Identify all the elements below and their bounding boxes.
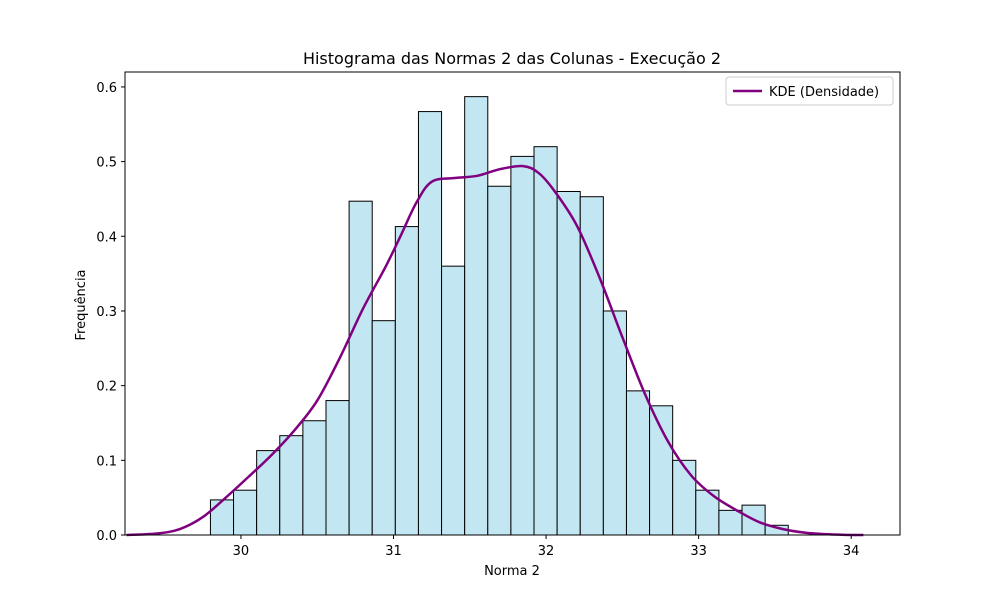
plot-frame — [124, 71, 901, 536]
x-tick-label-2: 32 — [538, 544, 555, 559]
histogram-bar-18 — [625, 390, 651, 536]
histogram-bars — [209, 96, 789, 536]
y-axis-ticks: 0.0 0.1 0.2 0.3 0.4 0.5 0.6 — [96, 81, 125, 544]
legend: KDE (Densidade) — [725, 76, 894, 106]
histogram-bar-0 — [209, 499, 235, 536]
histogram-bar-2 — [256, 450, 281, 536]
x-tick-label-1: 31 — [385, 544, 402, 559]
histogram-bar-20 — [672, 459, 697, 536]
histogram-bar-4 — [302, 420, 327, 536]
histogram-bar-5 — [325, 400, 350, 536]
histogram-bar-1 — [233, 489, 258, 536]
histogram-bar-9 — [417, 111, 443, 536]
x-axis-label: Norma 2 — [484, 564, 540, 579]
y-tick-label-6: 0.6 — [96, 81, 117, 96]
histogram-bar-10 — [441, 265, 466, 536]
x-tick-label-4: 34 — [843, 544, 860, 559]
histogram-bar-6 — [348, 200, 373, 536]
x-tick-label-0: 30 — [233, 544, 250, 559]
y-tick-label-0: 0.0 — [96, 529, 117, 544]
legend-box — [725, 76, 894, 106]
histogram-bar-19 — [649, 405, 674, 536]
histogram-bar-13 — [510, 155, 535, 536]
y-tick-label-3: 0.3 — [96, 305, 117, 320]
legend-kde-label: KDE (Densidade) — [769, 85, 879, 100]
histogram-bar-22 — [718, 509, 743, 536]
x-tick-label-3: 33 — [690, 544, 707, 559]
histogram-bar-3 — [279, 435, 304, 536]
y-tick-label-1: 0.1 — [96, 454, 117, 469]
y-axis-label: Frequência — [74, 269, 89, 340]
y-tick-label-5: 0.5 — [96, 156, 117, 171]
histogram-bar-7 — [371, 320, 396, 536]
kde-line-0 — [126, 164, 864, 537]
histogram-bar-8 — [394, 226, 419, 536]
y-tick-label-4: 0.4 — [96, 230, 117, 245]
histogram-bar-15 — [556, 190, 581, 536]
histogram-bar-16 — [579, 196, 604, 536]
chart-title: Histograma das Normas 2 das Colunas - Ex… — [303, 49, 721, 68]
histogram-bar-11 — [464, 96, 489, 536]
kde-layer — [126, 164, 864, 537]
histogram-bar-14 — [533, 146, 558, 536]
x-axis-ticks: 30 31 32 33 34 — [233, 535, 860, 559]
y-tick-label-2: 0.2 — [96, 380, 117, 395]
histogram-bar-17 — [602, 310, 627, 536]
histogram-bar-12 — [487, 185, 512, 536]
